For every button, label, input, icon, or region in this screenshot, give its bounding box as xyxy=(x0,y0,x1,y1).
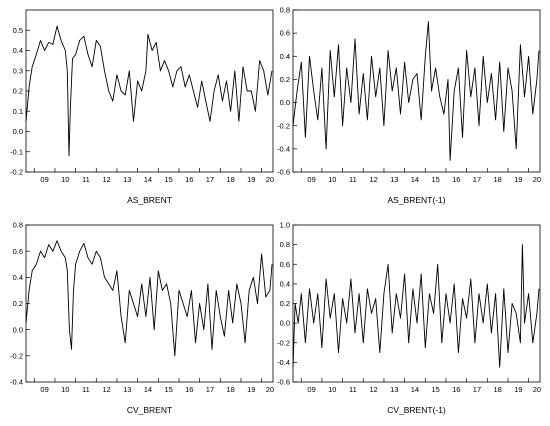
y-tick-label: -0.2 xyxy=(277,121,290,130)
x-tick-label: 13 xyxy=(390,385,398,394)
x-tick-label: 20 xyxy=(533,385,541,394)
panel-cv-brent-lag: -0.6 -0.4 -0.2 0.0 0.2 0.4 0.6 0.8 1.0 09 10 11 12 13… xyxy=(277,221,541,415)
x-tick-label: 14 xyxy=(144,175,152,184)
as-brent-series-line xyxy=(25,25,273,157)
as-brent-plot-frame xyxy=(25,9,274,173)
x-tick-label: 12 xyxy=(369,385,377,394)
y-tick-label: 0.2 xyxy=(280,75,290,84)
y-tick-label: -0.4 xyxy=(277,358,290,367)
y-tick-label: 0.4 xyxy=(13,46,23,55)
x-tick-label: 17 xyxy=(473,175,481,184)
x-tick-label: 12 xyxy=(369,175,377,184)
y-tick-label: 0.1 xyxy=(13,107,23,116)
x-tick-label: 12 xyxy=(102,385,110,394)
x-tick-label: 17 xyxy=(206,385,214,394)
cv-brent-series-line xyxy=(25,240,273,357)
y-tick-label: 0.4 xyxy=(280,52,290,61)
x-tick-label: 20 xyxy=(266,175,274,184)
y-tick-label: 0.6 xyxy=(13,247,23,256)
y-tick-label: 0.2 xyxy=(280,299,290,308)
x-tick-label: 10 xyxy=(328,385,336,394)
y-tick-label: -0.4 xyxy=(277,144,290,153)
x-tick-label: 15 xyxy=(431,385,439,394)
x-tick-label: 12 xyxy=(102,175,110,184)
panel-as-brent-lag: -0.6 -0.4 -0.2 0.0 0.2 0.4 0.6 0.8 09 10 11 12 13 14 1… xyxy=(277,6,541,205)
panel-as-brent: -0.2 -0.1 0.0 0.1 0.2 0.3 0.4 0.5 09 10 11 12 13 14 15… xyxy=(10,9,274,205)
y-tick-label: -0.1 xyxy=(10,147,23,156)
x-tick-label: 09 xyxy=(40,175,48,184)
cv-brent-title: CV_BRENT xyxy=(127,405,172,415)
x-tick-label: 20 xyxy=(533,175,541,184)
x-tick-label: 09 xyxy=(40,385,48,394)
y-tick-label: 0.6 xyxy=(280,260,290,269)
x-tick-label: 14 xyxy=(144,385,152,394)
x-tick-label: 18 xyxy=(226,175,234,184)
x-tick-label: 16 xyxy=(452,385,460,394)
x-tick-label: 18 xyxy=(493,385,501,394)
cv-brent-lag-title: CV_BRENT(-1) xyxy=(387,405,446,415)
y-tick-label: 0.2 xyxy=(13,299,23,308)
x-tick-label: 20 xyxy=(266,385,274,394)
x-tick-label: 15 xyxy=(164,385,172,394)
x-tick-label: 11 xyxy=(82,175,90,184)
y-tick-label: 0.0 xyxy=(13,127,23,136)
as-brent-title: AS_BRENT xyxy=(127,195,172,205)
x-tick-label: 15 xyxy=(164,175,172,184)
y-tick-label: 0.8 xyxy=(280,6,290,15)
y-tick-label: 0.0 xyxy=(280,319,290,328)
x-tick-label: 19 xyxy=(514,385,522,394)
x-tick-label: 10 xyxy=(61,175,69,184)
y-tick-label: 0.6 xyxy=(280,29,290,38)
x-tick-label: 14 xyxy=(411,175,419,184)
x-tick-label: 11 xyxy=(82,385,90,394)
y-tick-label: -0.2 xyxy=(10,351,23,360)
y-tick-label: 0.0 xyxy=(13,325,23,334)
as-brent-lag-series-line xyxy=(292,21,540,161)
x-tick-label: 09 xyxy=(307,385,315,394)
as-brent-lag-title: AS_BRENT(-1) xyxy=(387,195,445,205)
cv-brent-lag-series-line xyxy=(292,244,540,368)
x-tick-label: 16 xyxy=(185,175,193,184)
x-tick-label: 19 xyxy=(514,175,522,184)
x-tick-label: 19 xyxy=(247,385,255,394)
y-tick-label: 0.5 xyxy=(13,26,23,35)
y-tick-label: 0.8 xyxy=(280,240,290,249)
y-tick-label: -0.6 xyxy=(277,378,290,387)
y-tick-label: 0.8 xyxy=(13,221,23,230)
panel-cv-brent: -0.4 -0.2 0.0 0.2 0.4 0.6 0.8 09 10 11 12 13 14 15 16 1… xyxy=(10,221,274,415)
x-tick-label: 10 xyxy=(61,385,69,394)
x-tick-label: 17 xyxy=(473,385,481,394)
x-tick-label: 13 xyxy=(390,175,398,184)
x-tick-label: 10 xyxy=(328,175,336,184)
y-tick-label: 1.0 xyxy=(280,221,290,230)
y-tick-label: 0.3 xyxy=(13,66,23,75)
y-tick-label: 0.4 xyxy=(13,273,23,282)
y-tick-label: 0.2 xyxy=(13,87,23,96)
x-tick-label: 17 xyxy=(206,175,214,184)
y-tick-label: 0.0 xyxy=(280,98,290,107)
x-tick-label: 15 xyxy=(431,175,439,184)
y-tick-label: -0.2 xyxy=(10,168,23,177)
cv-brent-plot-frame xyxy=(25,224,274,383)
x-tick-label: 11 xyxy=(349,385,357,394)
y-tick-label: 0.4 xyxy=(280,279,290,288)
x-tick-label: 14 xyxy=(411,385,419,394)
x-tick-label: 18 xyxy=(493,175,501,184)
x-tick-label: 18 xyxy=(226,385,234,394)
x-tick-label: 11 xyxy=(349,175,357,184)
x-tick-label: 13 xyxy=(123,385,131,394)
x-tick-label: 13 xyxy=(123,175,131,184)
y-tick-label: -0.6 xyxy=(277,168,290,177)
x-tick-label: 16 xyxy=(452,175,460,184)
y-tick-label: -0.2 xyxy=(277,338,290,347)
x-tick-label: 09 xyxy=(307,175,315,184)
x-tick-label: 19 xyxy=(247,175,255,184)
x-tick-label: 16 xyxy=(185,385,193,394)
y-tick-label: -0.4 xyxy=(10,378,23,387)
as-brent-lag-plot-frame xyxy=(292,9,541,173)
